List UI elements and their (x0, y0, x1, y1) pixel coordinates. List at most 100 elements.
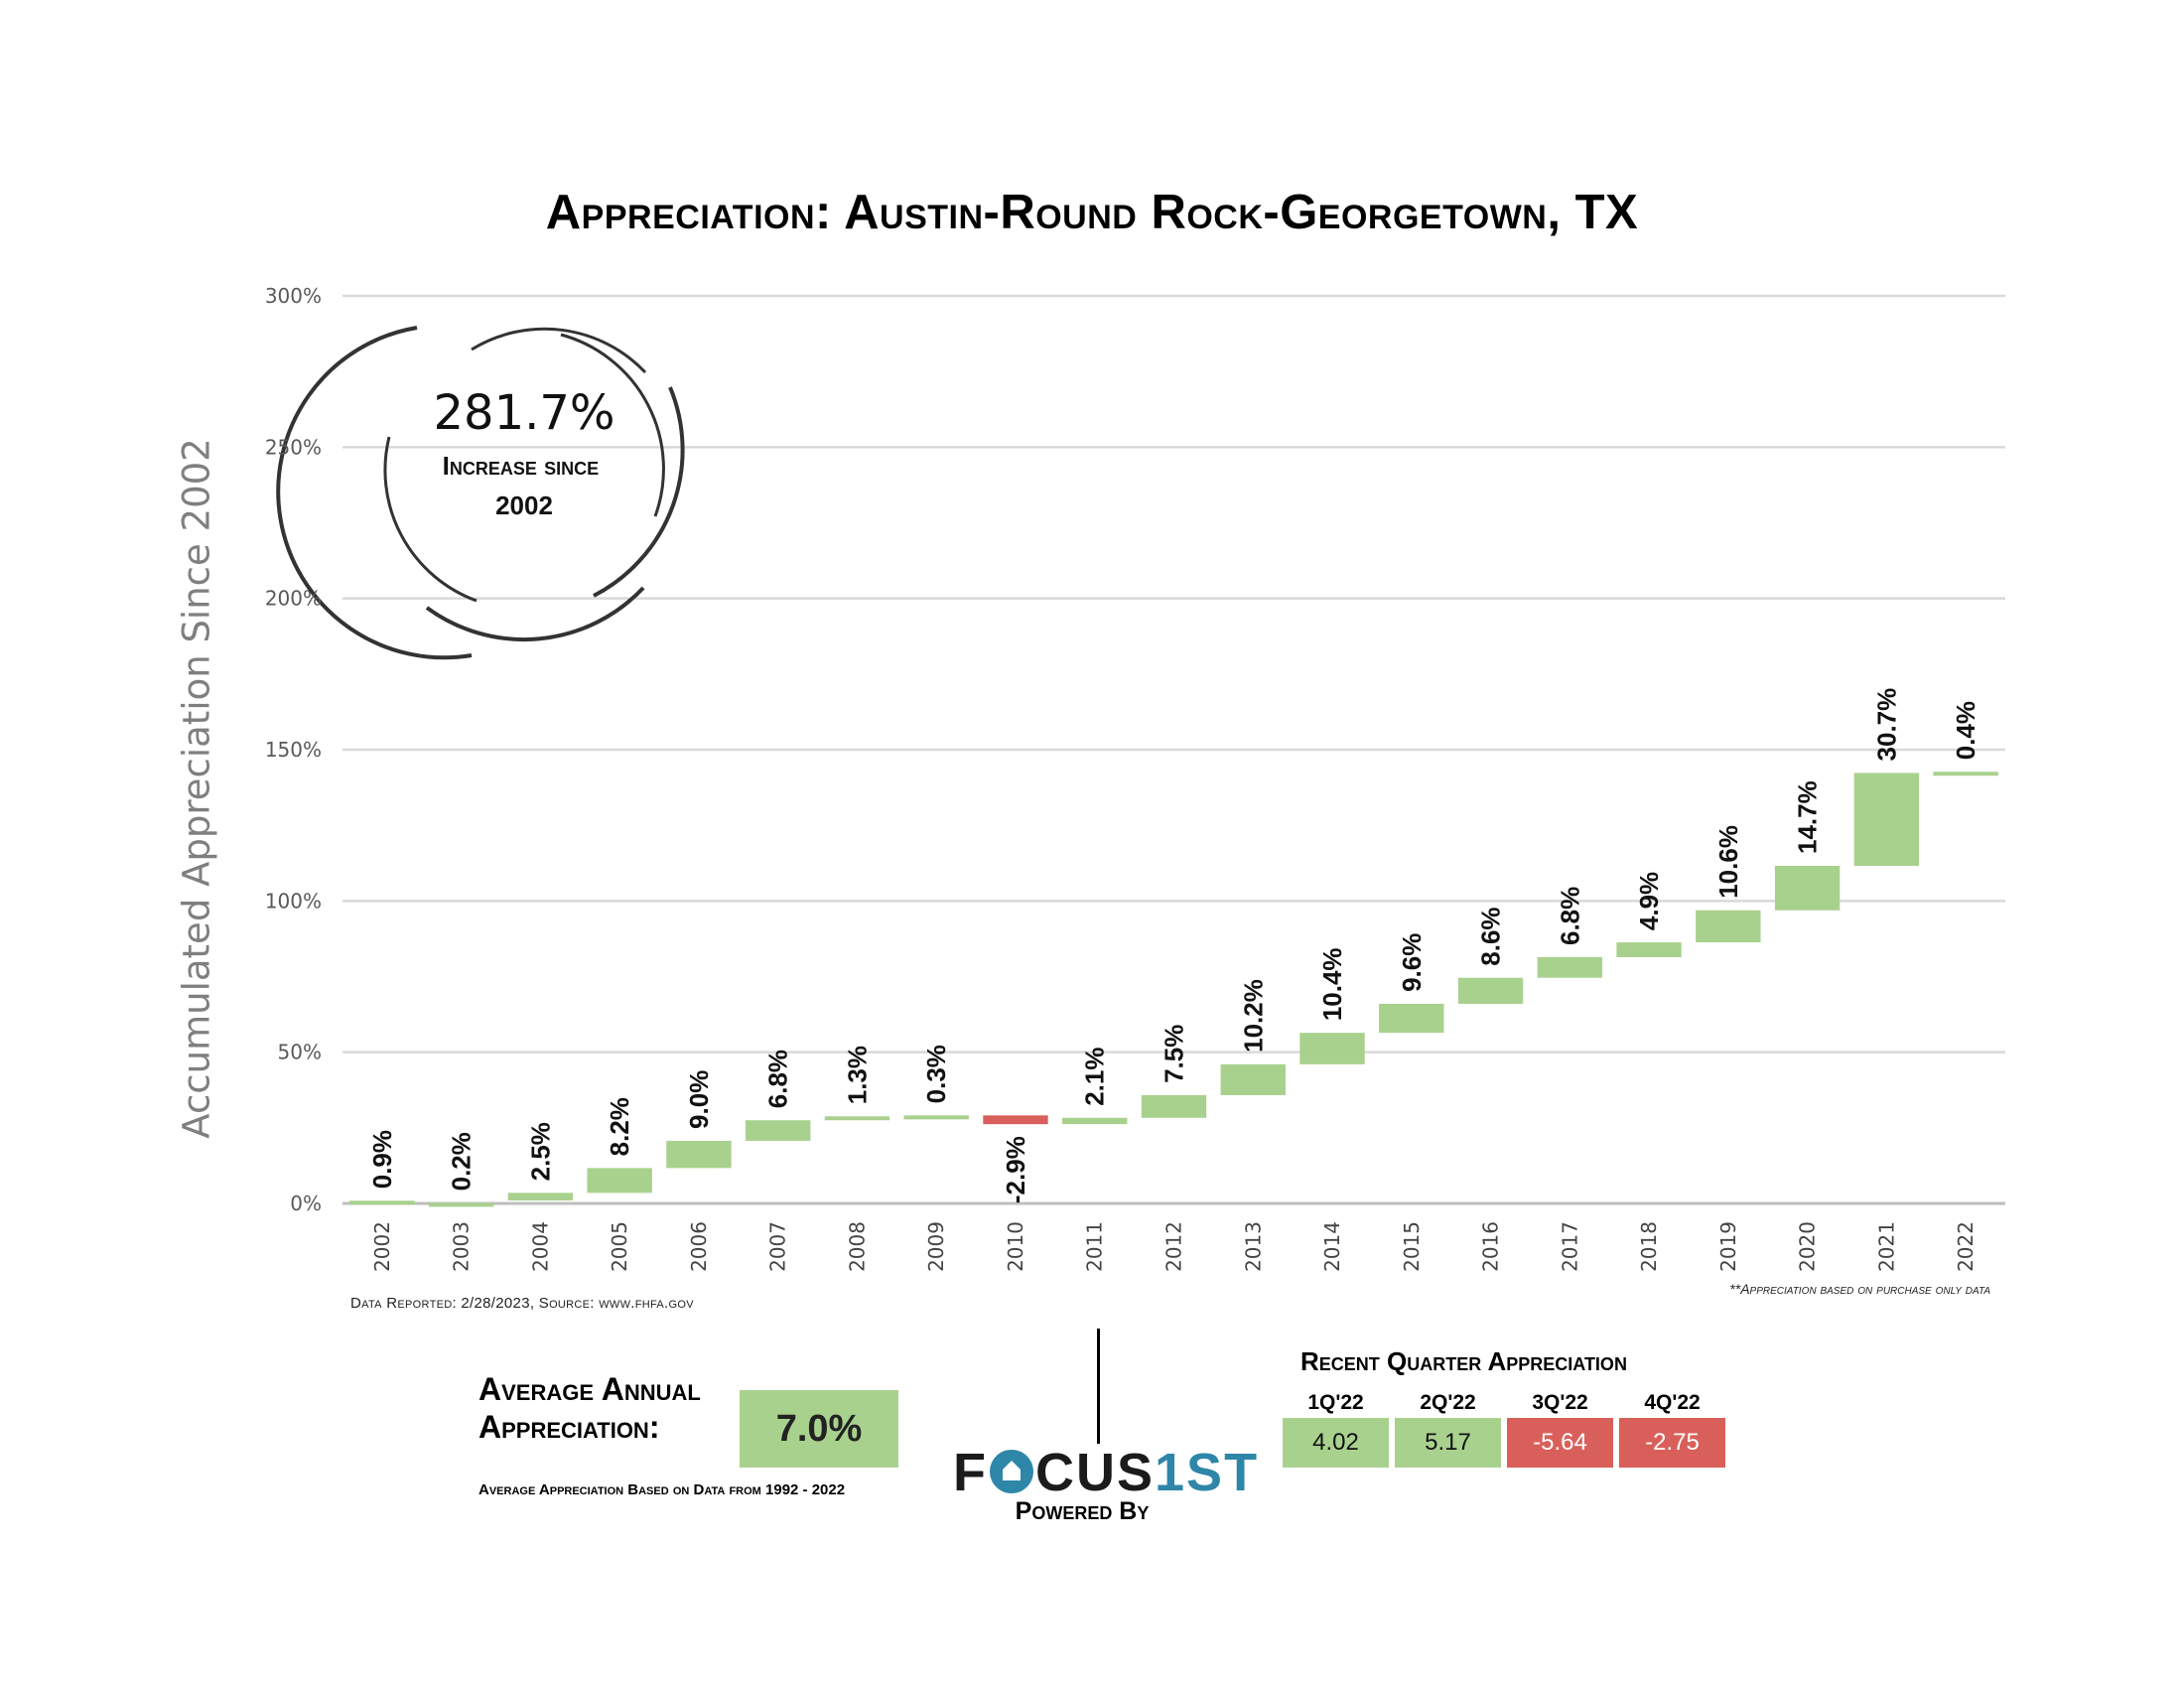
data-label: -2.9% (1001, 1136, 1030, 1203)
data-source: Data Reported: 2/28/2023, Source: www.fh… (350, 1295, 694, 1312)
data-label: 6.8% (1555, 887, 1584, 945)
chart-title: Appreciation: Austin-Round Rock-Georgeto… (545, 186, 1639, 239)
data-label: 30.7% (1871, 688, 1901, 762)
x-tick-label: 2012 (1162, 1221, 1186, 1272)
bar-2008 (824, 1116, 890, 1121)
logo-text-cus: CUS (1035, 1443, 1156, 1502)
increase-callout: 281.7% Increase since 2002 (276, 326, 685, 660)
x-tick-label: 2021 (1874, 1221, 1898, 1272)
bar-2011 (1062, 1117, 1128, 1125)
data-label: 2.1% (1080, 1048, 1110, 1106)
bar-2003 (428, 1202, 494, 1207)
x-tick-label: 2010 (1004, 1221, 1027, 1272)
quarter-label: 3Q'22 (1532, 1391, 1588, 1414)
data-label: 9.6% (1397, 933, 1427, 992)
x-tick-label: 2006 (687, 1221, 711, 1272)
x-tick-label: 2013 (1241, 1221, 1265, 1272)
callout-ring-right (593, 386, 685, 598)
quarter-label: 2Q'22 (1420, 1391, 1476, 1414)
recent-quarter-table: 1Q'22 4.02 2Q'22 5.17 3Q'22 -5.64 4Q'22 … (1283, 1388, 1725, 1468)
bar-2004 (507, 1193, 574, 1200)
callout-ring-left (276, 326, 473, 660)
bar-2013 (1220, 1063, 1286, 1095)
x-tick-label: 2005 (608, 1221, 631, 1272)
x-tick-label: 2014 (1320, 1221, 1344, 1272)
average-note: Average Appreciation Based on Data from … (478, 1481, 846, 1498)
quarter-value: -2.75 (1619, 1418, 1725, 1468)
bar-2021 (1853, 773, 1920, 866)
bar-2007 (745, 1120, 811, 1141)
focus1st-logo: F CUS1ST (953, 1442, 1259, 1503)
data-label: 10.2% (1238, 979, 1268, 1053)
data-label: 0.9% (367, 1130, 397, 1189)
callout-ring-inner (560, 333, 665, 517)
quarter-label: 4Q'22 (1644, 1391, 1701, 1414)
data-label: 8.6% (1476, 907, 1506, 965)
bar-2016 (1457, 977, 1524, 1004)
y-tick-label: 200% (265, 587, 322, 611)
x-tick-label: 2019 (1716, 1221, 1740, 1272)
y-tick-label: 50% (278, 1041, 322, 1064)
x-tick-label: 2004 (528, 1221, 552, 1272)
y-tick-label: 0% (290, 1192, 322, 1215)
y-tick-label: 300% (265, 284, 322, 308)
x-tick-label: 2009 (924, 1221, 948, 1272)
x-tick-label: 2002 (370, 1221, 394, 1272)
logo-text-1st: 1ST (1155, 1443, 1260, 1502)
callout-label-line1: Increase since (443, 451, 599, 481)
bar-2017 (1537, 957, 1603, 978)
bar-2002 (349, 1200, 415, 1205)
data-label: 8.2% (605, 1097, 634, 1156)
quarter-cell: 4Q'22 -2.75 (1619, 1388, 1725, 1468)
bar-2018 (1616, 942, 1682, 958)
bar-2010 (983, 1115, 1048, 1125)
quarter-value: -5.64 (1507, 1418, 1613, 1468)
y-tick-label: 100% (265, 889, 322, 913)
bar-2020 (1774, 865, 1841, 911)
callout-label: Increase since 2002 (443, 451, 607, 520)
quarter-value: 5.17 (1395, 1418, 1501, 1468)
data-label: 10.6% (1713, 825, 1743, 899)
callout-label-line2: 2002 (495, 491, 553, 520)
x-tick-label: 2016 (1479, 1221, 1503, 1272)
x-tick-label: 2018 (1637, 1221, 1661, 1272)
divider-line (1097, 1329, 1100, 1444)
bar-2014 (1299, 1033, 1365, 1064)
data-label: 10.4% (1317, 947, 1347, 1021)
bar-2022 (1933, 772, 1998, 776)
data-label: 2.5% (525, 1122, 555, 1181)
x-tick-label: 2007 (766, 1221, 790, 1272)
callout-value: 281.7% (433, 385, 614, 441)
data-label: 0.4% (1951, 701, 1980, 760)
data-label: 0.3% (921, 1045, 951, 1103)
bar-2006 (666, 1140, 732, 1169)
recent-quarter-title: Recent Quarter Appreciation (1300, 1346, 1627, 1376)
quarter-label: 1Q'22 (1307, 1391, 1364, 1414)
average-label: Average Annual Appreciation: (478, 1371, 701, 1445)
quarter-value: 4.02 (1283, 1418, 1389, 1468)
callout-ring-top (471, 327, 647, 374)
x-tick-label: 2003 (450, 1221, 474, 1272)
x-tick-label: 2011 (1083, 1221, 1107, 1272)
bar-2019 (1696, 910, 1761, 943)
x-tick-label: 2020 (1796, 1221, 1820, 1272)
callout-ring-inner-left (383, 436, 478, 603)
quarter-cell: 3Q'22 -5.64 (1507, 1388, 1613, 1468)
x-tick-label: 2015 (1400, 1221, 1424, 1272)
data-label: 4.9% (1634, 872, 1664, 930)
average-value: 7.0% (740, 1390, 898, 1468)
bar-2009 (903, 1115, 969, 1120)
data-note: **Appreciation based on purchase only da… (1729, 1281, 1990, 1297)
powered-by: Powered By (1015, 1497, 1150, 1525)
bar-2005 (587, 1168, 652, 1194)
y-tick-label: 150% (265, 738, 322, 762)
data-label: 1.3% (842, 1046, 872, 1104)
data-label: 9.0% (684, 1070, 714, 1129)
y-tick-label: 250% (265, 435, 322, 459)
data-label: 7.5% (1160, 1025, 1189, 1083)
x-tick-label: 2022 (1954, 1221, 1978, 1272)
data-label: 0.2% (447, 1132, 477, 1191)
quarter-cell: 2Q'22 5.17 (1395, 1388, 1501, 1468)
house-icon (990, 1450, 1033, 1493)
data-label: 14.7% (1793, 780, 1823, 854)
